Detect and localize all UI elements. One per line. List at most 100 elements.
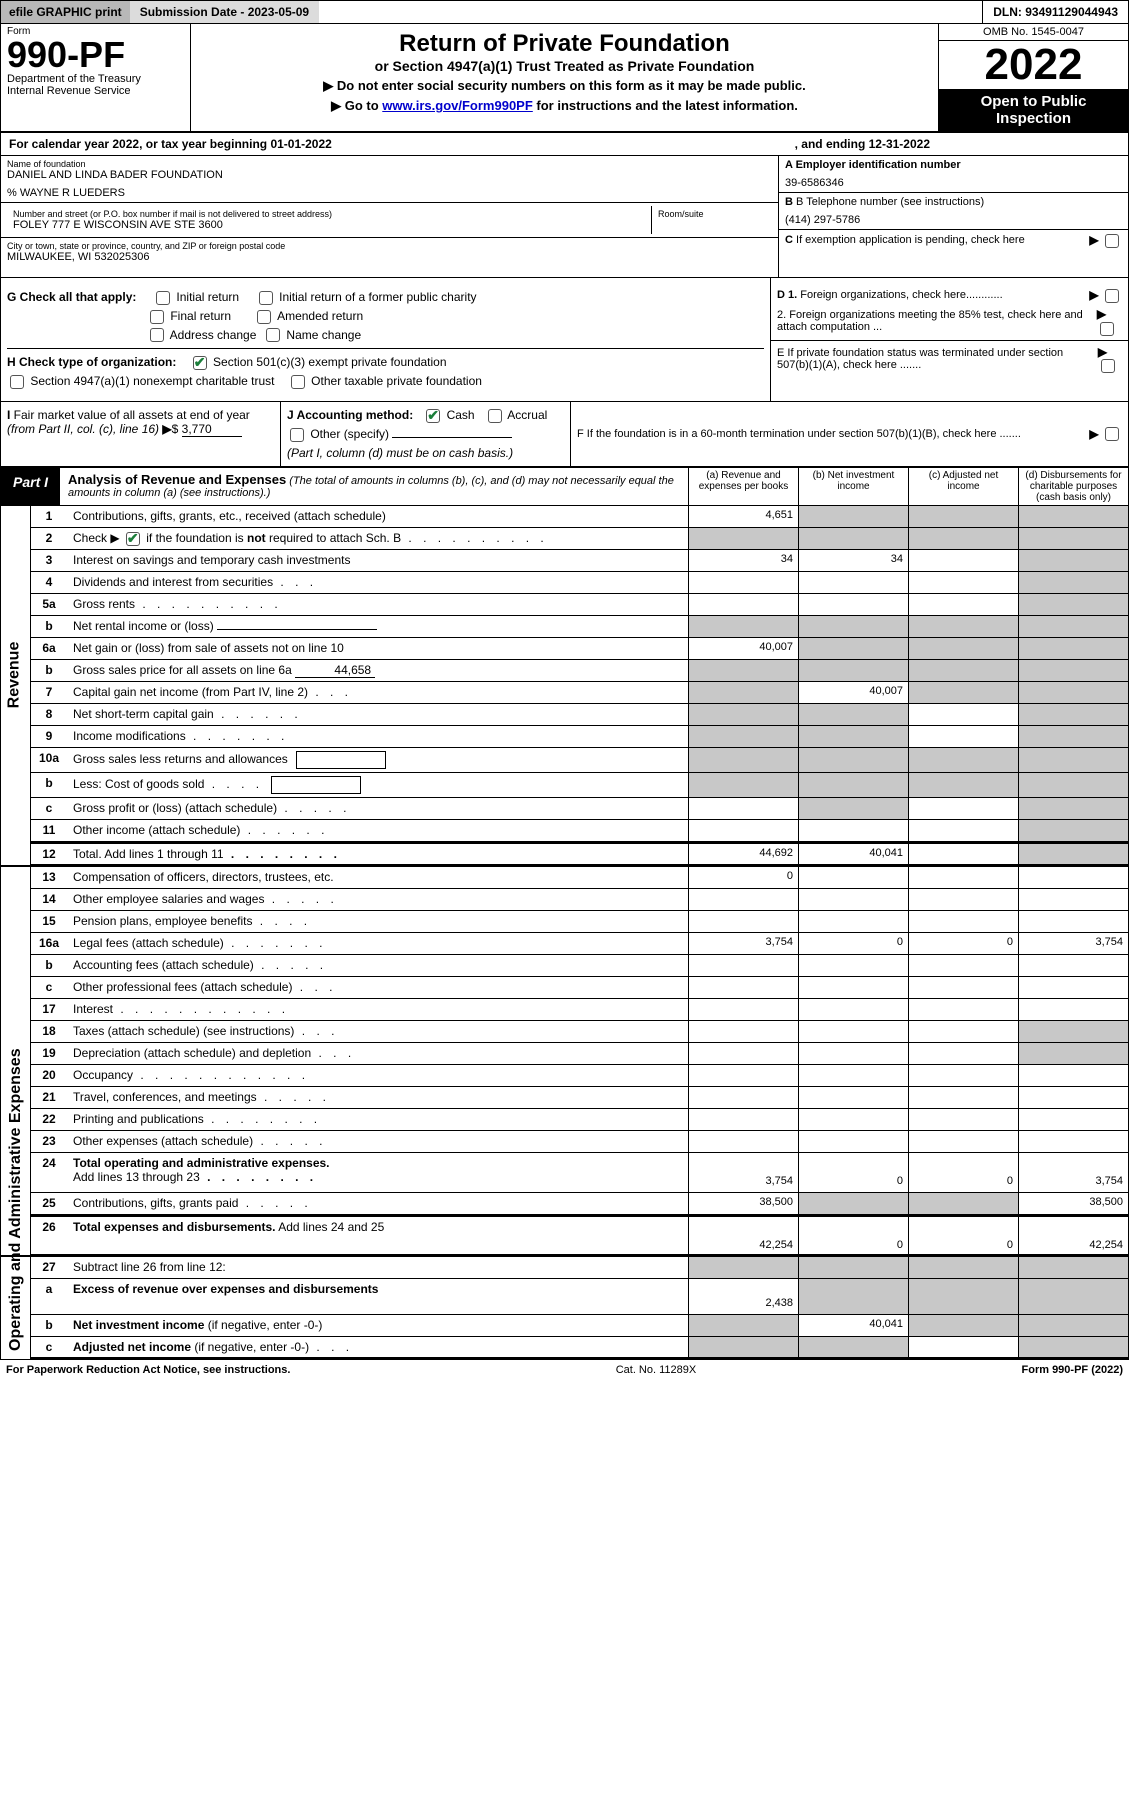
care-of: % WAYNE R LUEDERS — [7, 187, 772, 199]
g-amended-checkbox[interactable] — [257, 310, 271, 324]
d1-checkbox[interactable] — [1105, 289, 1119, 303]
room-label: Room/suite — [658, 209, 766, 219]
h-501c3-checkbox[interactable] — [193, 356, 207, 370]
l20-desc: Occupancy . . . . . . . . . . . . — [67, 1065, 688, 1086]
l16a-desc: Legal fees (attach schedule) . . . . . .… — [67, 933, 688, 954]
l3-b: 34 — [798, 550, 908, 571]
street-address: FOLEY 777 E WISCONSIN AVE STE 3600 — [13, 219, 645, 231]
calyear-begin: For calendar year 2022, or tax year begi… — [9, 137, 332, 151]
line27-block: 27Subtract line 26 from line 12: aExcess… — [1, 1255, 1128, 1359]
j-cash-checkbox[interactable] — [426, 409, 440, 423]
l25-num: 25 — [31, 1193, 67, 1214]
l18-num: 18 — [31, 1021, 67, 1042]
side-revenue: Revenue — [5, 641, 23, 708]
g-amended: Amended return — [277, 309, 363, 323]
l5b-desc: Net rental income or (loss) — [67, 616, 688, 637]
irs-label: Internal Revenue Service — [7, 85, 184, 97]
l1-d — [1018, 506, 1128, 527]
j-accrual-checkbox[interactable] — [488, 409, 502, 423]
g-row: G Check all that apply: Initial return I… — [7, 290, 764, 305]
l10c-desc: Gross profit or (loss) (attach schedule)… — [67, 798, 688, 819]
l5b-num: b — [31, 616, 67, 637]
l6a-a: 40,007 — [688, 638, 798, 659]
topbar: efile GRAPHIC print Submission Date - 20… — [1, 1, 1128, 24]
city-label: City or town, state or province, country… — [7, 241, 772, 251]
l13-a: 0 — [688, 867, 798, 888]
footer: For Paperwork Reduction Act Notice, see … — [0, 1360, 1129, 1380]
h-other-checkbox[interactable] — [291, 375, 305, 389]
d2-label: 2. Foreign organizations meeting the 85%… — [777, 309, 1097, 333]
part1-table: Revenue 1Contributions, gifts, grants, e… — [1, 506, 1128, 865]
form-instructions-link[interactable]: www.irs.gov/Form990PF — [382, 98, 533, 113]
efile-label: efile GRAPHIC print — [1, 1, 130, 23]
d2-checkbox[interactable] — [1100, 322, 1114, 336]
note-goto: ▶ Go to www.irs.gov/Form990PF for instru… — [199, 98, 930, 114]
goto-post: for instructions and the latest informat… — [533, 98, 798, 113]
l26-num: 26 — [31, 1217, 67, 1254]
g-name-change: Name change — [286, 328, 361, 342]
spacer — [319, 1, 982, 23]
e-checkbox[interactable] — [1101, 359, 1115, 373]
form-number: 990-PF — [7, 37, 184, 73]
l13-desc: Compensation of officers, directors, tru… — [67, 867, 688, 888]
g-initial-former-checkbox[interactable] — [259, 291, 273, 305]
col-b-header: (b) Net investment income — [798, 468, 908, 505]
h-other-taxable: Other taxable private foundation — [311, 374, 482, 388]
l24-b: 0 — [798, 1153, 908, 1192]
j-other-checkbox[interactable] — [290, 428, 304, 442]
year-block: OMB No. 1545-0047 2022 Open to Public In… — [938, 24, 1128, 131]
l23-desc: Other expenses (attach schedule) . . . .… — [67, 1131, 688, 1152]
l2-desc: Check ▶ if the foundation is not require… — [67, 528, 688, 549]
l12-desc: Total. Add lines 1 through 11 . . . . . … — [67, 844, 688, 864]
l27b-b: 40,041 — [798, 1315, 908, 1336]
l15-num: 15 — [31, 911, 67, 932]
l8-desc: Net short-term capital gain . . . . . . — [67, 704, 688, 725]
j-other: Other (specify) — [310, 427, 389, 441]
l3-a: 34 — [688, 550, 798, 571]
h-4947-checkbox[interactable] — [10, 375, 24, 389]
l21-desc: Travel, conferences, and meetings . . . … — [67, 1087, 688, 1108]
l22-desc: Printing and publications . . . . . . . … — [67, 1109, 688, 1130]
note-no-ssn: ▶ Do not enter social security numbers o… — [199, 78, 930, 94]
l14-num: 14 — [31, 889, 67, 910]
dln: DLN: 93491129044943 — [982, 1, 1128, 23]
g-initial: Initial return — [176, 290, 239, 304]
l2-checkbox[interactable] — [126, 532, 140, 546]
g-initial-checkbox[interactable] — [156, 291, 170, 305]
l10b-num: b — [31, 773, 67, 797]
ein: 39-6586346 — [785, 177, 1122, 189]
l27a-desc: Excess of revenue over expenses and disb… — [67, 1279, 688, 1314]
l16c-desc: Other professional fees (attach schedule… — [67, 977, 688, 998]
f-checkbox[interactable] — [1105, 427, 1119, 441]
l27b-desc: Net investment income (if negative, ente… — [67, 1315, 688, 1336]
l27a-a: 2,438 — [688, 1279, 798, 1314]
c-checkbox[interactable] — [1105, 234, 1119, 248]
l20-num: 20 — [31, 1065, 67, 1086]
l9-desc: Income modifications . . . . . . . — [67, 726, 688, 747]
city-state-zip: MILWAUKEE, WI 532025306 — [7, 251, 772, 263]
expenses-table: Operating and Administrative Expenses 13… — [1, 865, 1128, 1255]
l26-c: 0 — [908, 1217, 1018, 1254]
form-id-block: Form 990-PF Department of the Treasury I… — [1, 24, 191, 131]
col-c-header: (c) Adjusted net income — [908, 468, 1018, 505]
g-final-checkbox[interactable] — [150, 310, 164, 324]
form-subtitle: or Section 4947(a)(1) Trust Treated as P… — [199, 58, 930, 74]
footer-catno: Cat. No. 11289X — [290, 1364, 1021, 1376]
l2-pre: Check ▶ — [73, 531, 120, 545]
l6a-desc: Net gain or (loss) from sale of assets n… — [67, 638, 688, 659]
open-inspection: Open to Public Inspection — [939, 89, 1128, 131]
l18-desc: Taxes (attach schedule) (see instruction… — [67, 1021, 688, 1042]
d1-label: D 1. Foreign organizations, check here..… — [777, 289, 1003, 301]
h-4947: Section 4947(a)(1) nonexempt charitable … — [30, 374, 274, 388]
l14-desc: Other employee salaries and wages . . . … — [67, 889, 688, 910]
l19-num: 19 — [31, 1043, 67, 1064]
l23-num: 23 — [31, 1131, 67, 1152]
ijf-section: I Fair market value of all assets at end… — [1, 402, 1128, 468]
part1-desc: Analysis of Revenue and Expenses (The to… — [60, 468, 688, 505]
g-addr-checkbox[interactable] — [150, 328, 164, 342]
l19-desc: Depreciation (attach schedule) and deple… — [67, 1043, 688, 1064]
g-initial-former: Initial return of a former public charit… — [279, 290, 476, 304]
l11-desc: Other income (attach schedule) . . . . .… — [67, 820, 688, 841]
g-name-checkbox[interactable] — [266, 328, 280, 342]
phone: (414) 297-5786 — [785, 214, 1122, 226]
